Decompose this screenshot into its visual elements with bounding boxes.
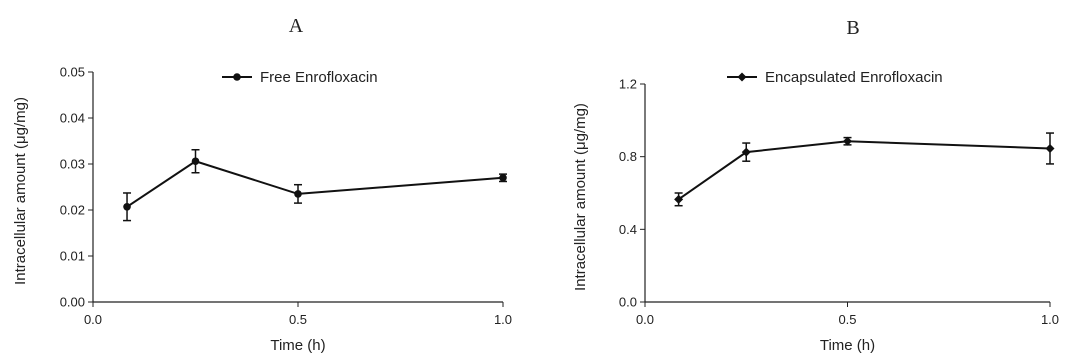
legend-marker <box>233 73 241 81</box>
data-point <box>843 136 852 146</box>
y-tick-label: 0.0 <box>619 295 637 310</box>
y-axis-title: Intracellular amount (μg/mg) <box>572 103 589 291</box>
y-tick-label: 0.00 <box>60 295 85 310</box>
y-tick-label: 0.04 <box>60 111 85 126</box>
y-tick-label: 0.02 <box>60 203 85 218</box>
data-point <box>294 190 302 198</box>
y-tick-label: 0.05 <box>60 65 85 80</box>
y-tick-label: 0.03 <box>60 157 85 172</box>
data-point <box>499 174 507 182</box>
legend-label: Encapsulated Enrofloxacin <box>765 69 943 86</box>
x-tick-label: 0.0 <box>84 312 102 327</box>
series-line <box>126 160 504 208</box>
x-tick-label: 0.5 <box>838 312 856 327</box>
panel-b: B 0.0 0.4 0.8 1.2 0.0 0.5 1.0 Time (h) Intracellu… <box>572 17 1059 354</box>
x-tick-label: 1.0 <box>1041 312 1059 327</box>
panel-a: A 0.00 0.01 0.02 0.03 0.04 0.05 0.0 0.5 1.0 Time (… <box>12 15 512 354</box>
data-point <box>191 157 200 166</box>
x-axis-title: Time (h) <box>820 337 875 354</box>
legend-label: Free Enrofloxacin <box>260 69 378 86</box>
y-tick-label: 1.2 <box>619 77 637 92</box>
panel-label: A <box>289 15 304 37</box>
x-tick-label: 1.0 <box>494 312 512 327</box>
x-axis-title: Time (h) <box>270 337 325 354</box>
data-point <box>1045 143 1055 153</box>
series-line <box>678 140 1051 201</box>
data-point <box>123 202 131 211</box>
panel-label: B <box>846 17 859 39</box>
y-tick-label: 0.01 <box>60 249 85 264</box>
data-point <box>674 194 684 204</box>
x-tick-label: 0.0 <box>636 312 654 327</box>
x-tick-label: 0.5 <box>289 312 307 327</box>
y-tick-label: 0.8 <box>619 149 637 164</box>
data-point <box>741 147 751 157</box>
legend-marker <box>737 72 747 82</box>
y-tick-label: 0.4 <box>619 222 637 237</box>
y-axis-title: Intracellular amount (μg/mg) <box>12 97 29 285</box>
